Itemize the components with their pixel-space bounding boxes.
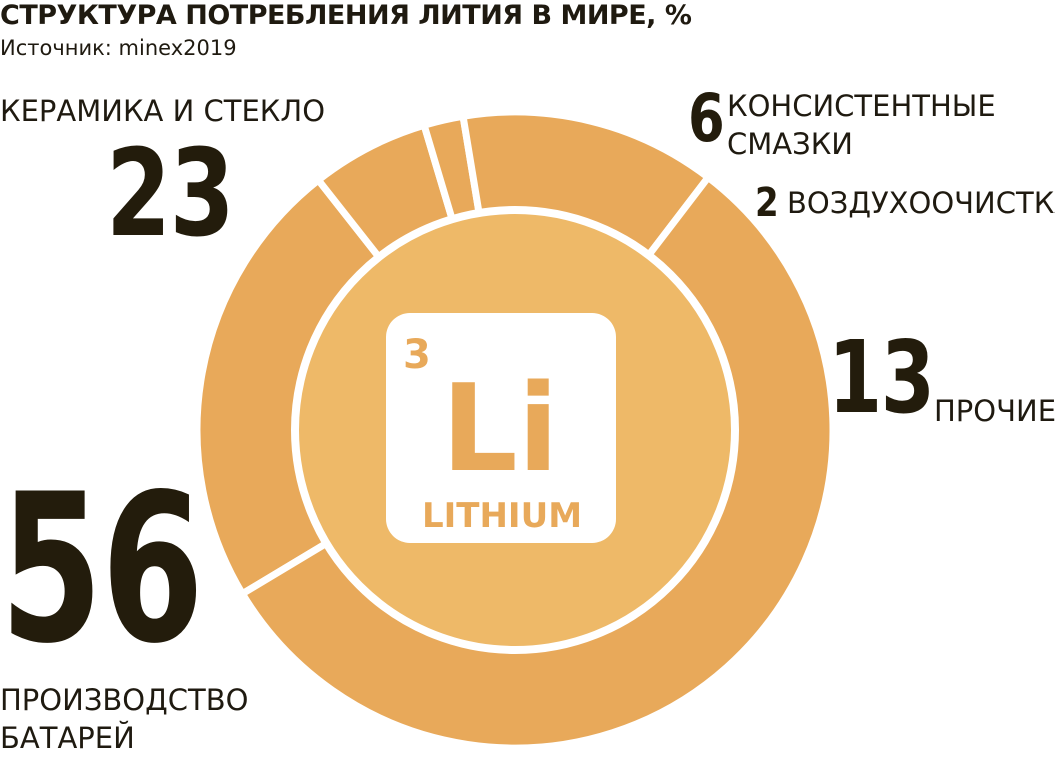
battery-label-line2: БАТАРЕЙ	[0, 721, 135, 755]
other-label: ПРОЧИЕ	[934, 394, 1055, 428]
air-value: 2	[755, 180, 779, 226]
element-symbol: Li	[441, 360, 559, 499]
grease-label-line1: КОНСИСТЕНТНЫЕ	[727, 89, 996, 123]
battery-value: 56	[0, 451, 204, 689]
ceramics-label: КЕРАМИКА И СТЕКЛО	[0, 94, 326, 128]
ceramics-value: 23	[106, 125, 235, 264]
chart-title: СТРУКТУРА ПОТРЕБЛЕНИЯ ЛИТИЯ В МИРЕ, %	[0, 0, 692, 31]
grease-label-line2: СМАЗКИ	[727, 127, 853, 161]
grease-value: 6	[688, 80, 725, 157]
air-label: ВОЗДУХООЧИСТКА	[787, 186, 1055, 220]
element-name: LITHIUM	[422, 496, 582, 536]
other-value: 13	[828, 319, 935, 436]
lithium-element-tile	[386, 313, 616, 543]
chart-source: Источник: minex2019	[0, 36, 237, 60]
atomic-number: 3	[403, 332, 431, 378]
battery-label-line1: ПРОИЗВОДСТВО	[0, 683, 249, 717]
